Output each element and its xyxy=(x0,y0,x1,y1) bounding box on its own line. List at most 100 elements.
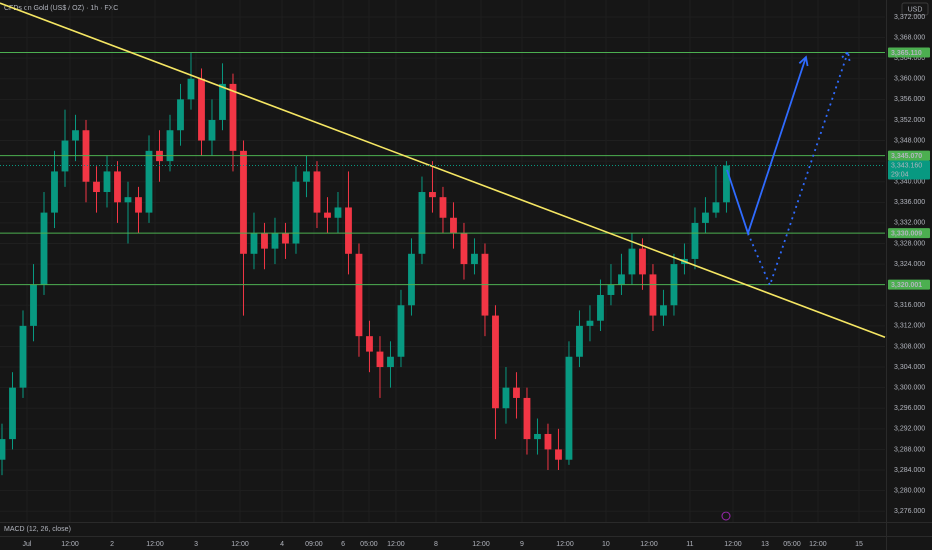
x-tick-label: 11 xyxy=(686,541,693,548)
x-tick-label: 3 xyxy=(194,541,198,548)
x-tick-label: 12:00 xyxy=(387,541,405,548)
y-tick-label: 3,316.000 xyxy=(894,302,925,309)
candle-body xyxy=(523,397,531,440)
candle-body xyxy=(355,253,363,337)
candle-body xyxy=(502,387,510,409)
y-tick-label: 3,348.000 xyxy=(894,137,925,144)
candle-body xyxy=(93,181,100,193)
y-tick-label: 3,292.000 xyxy=(894,426,925,433)
y-tick-label: 3,368.000 xyxy=(894,34,925,41)
x-tick-label: 6 xyxy=(341,541,345,548)
candle-body xyxy=(124,197,132,203)
candle-body xyxy=(387,356,394,368)
candle-body xyxy=(660,305,667,316)
axes: 3,372.000 3,368.000 3,364.000 3,360.000 3,35… xyxy=(23,14,930,548)
x-tick-label: 12:00 xyxy=(231,541,249,548)
plot xyxy=(0,53,730,476)
x-tick-label: 10 xyxy=(602,541,610,548)
candle-body xyxy=(103,171,111,193)
y-tick-label: 3,312.000 xyxy=(894,323,925,330)
candle-body xyxy=(418,192,426,254)
x-tick-label: 9 xyxy=(520,541,524,548)
y-tick-label: 3,284.000 xyxy=(894,467,925,474)
x-tick-label: 12:00 xyxy=(61,541,79,548)
level-label: 3,345.070 xyxy=(891,153,922,160)
level-label-box xyxy=(888,150,930,161)
y-tick-label: 3,332.000 xyxy=(894,220,925,227)
candle-body xyxy=(166,130,174,162)
y-tick-label: 3,288.000 xyxy=(894,446,925,453)
x-tick-label: 12:00 xyxy=(809,541,827,548)
event-icon[interactable] xyxy=(721,511,731,521)
projection-line xyxy=(747,51,849,288)
x-tick-label: 12:00 xyxy=(556,541,574,548)
y-tick-label: 3,280.000 xyxy=(894,487,925,494)
y-tick-label: 3,304.000 xyxy=(894,364,925,371)
candle-body xyxy=(219,83,226,120)
x-tick-label: 12:00 xyxy=(472,541,490,548)
x-tick-label: 12:00 xyxy=(146,541,164,548)
trendline xyxy=(0,2,886,338)
projection-arrowhead xyxy=(798,55,809,67)
x-tick-label: 05:00 xyxy=(783,541,801,548)
x-tick-label: Jul xyxy=(23,541,32,548)
y-tick-label: 3,300.000 xyxy=(894,384,925,391)
level-label-box xyxy=(888,228,930,239)
candle-body xyxy=(177,99,184,131)
level-label: 3,365.110 xyxy=(891,50,922,57)
candle-body xyxy=(723,165,730,203)
candle-body xyxy=(240,150,247,254)
candle-body xyxy=(135,197,142,213)
x-tick-label: 05:00 xyxy=(360,541,378,548)
candle-body xyxy=(565,356,573,460)
currency-box[interactable] xyxy=(901,2,929,16)
y-tick-label: 3,364.000 xyxy=(894,55,925,62)
x-tick-label: 12:00 xyxy=(724,541,742,548)
candle-body xyxy=(513,387,520,398)
candle-body xyxy=(72,130,79,141)
candle-body xyxy=(345,207,352,254)
candle-body xyxy=(408,253,415,306)
candle-body xyxy=(313,171,321,213)
candle-body xyxy=(208,119,216,141)
chart-title: CFDs on Gold (US$ / OZ) · 1h · FXC xyxy=(4,5,118,12)
candle-body xyxy=(576,325,583,357)
indicator-label: MACD (12, 26, close) xyxy=(4,526,71,533)
candle-body xyxy=(198,78,205,141)
y-tick-label: 3,336.000 xyxy=(894,199,925,206)
level-label-box xyxy=(888,279,930,290)
candle-body xyxy=(702,212,709,223)
y-tick-label: 3,372.000 xyxy=(894,14,925,21)
candle-body xyxy=(450,217,457,234)
candle-body xyxy=(0,439,6,460)
candle-body xyxy=(439,197,447,218)
level-label: 3,330.009 xyxy=(891,230,922,237)
y-tick-label: 3,328.000 xyxy=(894,240,925,247)
candle-body xyxy=(334,207,342,218)
candle-body xyxy=(618,274,625,285)
currency-label: USD xyxy=(908,6,923,13)
candle-body xyxy=(114,171,121,203)
projection-arrowhead xyxy=(840,50,851,62)
candle-body xyxy=(366,336,373,352)
current-price-label: 3,343.160 xyxy=(891,162,922,169)
y-tick-label: 3,352.000 xyxy=(894,117,925,124)
x-tick-label: 2 xyxy=(110,541,114,548)
candle-body xyxy=(555,449,562,460)
candle-body xyxy=(30,284,37,326)
candle-body xyxy=(187,78,195,100)
candle-body xyxy=(628,248,636,275)
candle-body xyxy=(376,351,384,368)
candle-body xyxy=(40,212,48,285)
y-tick-label: 3,276.000 xyxy=(894,508,925,515)
y-tick-label: 3,308.000 xyxy=(894,343,925,350)
x-tick-label: 13 xyxy=(761,541,769,548)
x-tick-label: 4 xyxy=(280,541,284,548)
candle-body xyxy=(597,294,604,321)
candle-body xyxy=(471,253,478,265)
candle-body xyxy=(460,233,468,265)
x-tick-label: 09:00 xyxy=(305,541,323,548)
current-price-box xyxy=(888,160,930,180)
